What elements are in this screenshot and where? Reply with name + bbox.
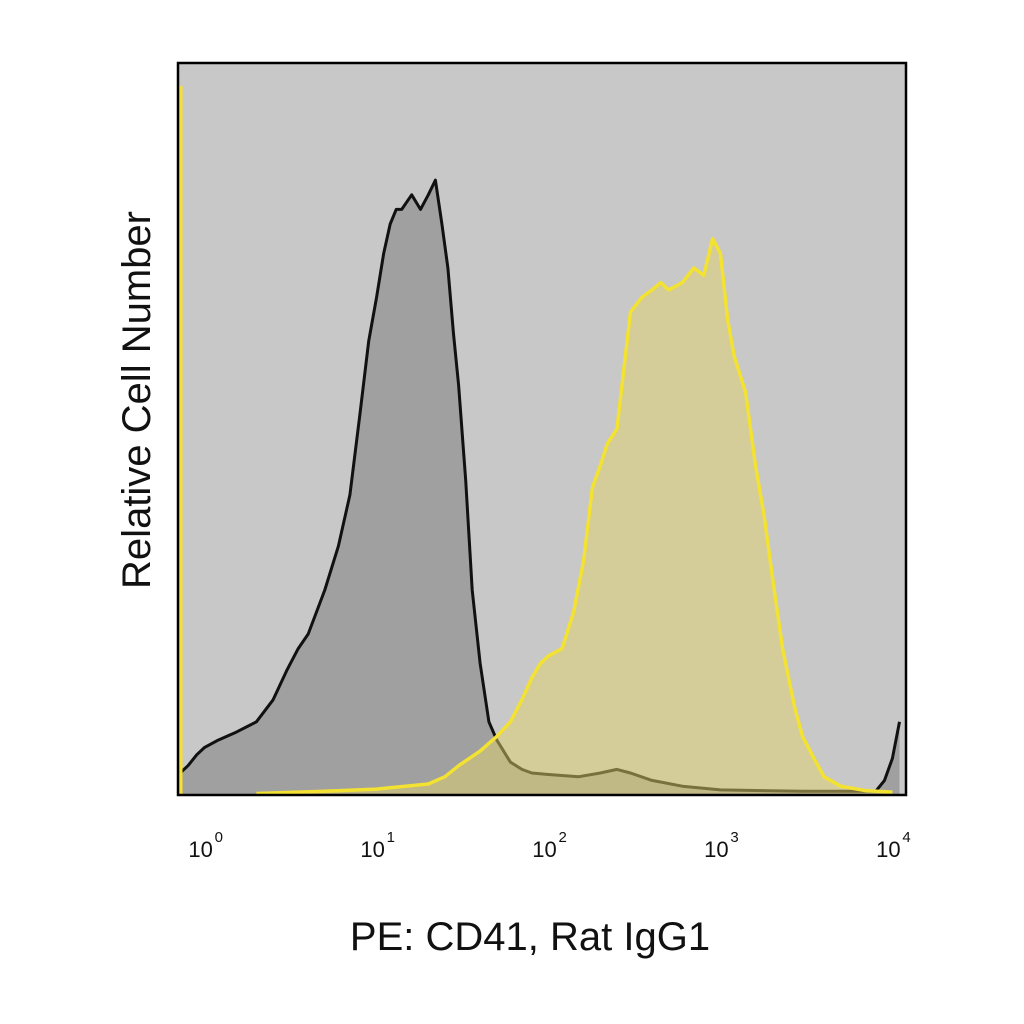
x-tick-label: 10 0	[188, 829, 223, 862]
x-tick-exponent: 2	[559, 829, 567, 846]
series-2-line	[256, 236, 893, 796]
y-axis-title: Relative Cell Number	[115, 211, 159, 589]
x-tick-label: 10 1	[360, 829, 395, 862]
x-tick-base: 10	[532, 837, 556, 862]
x-tick-label: 10 3	[704, 829, 739, 862]
x-tick-exponent: 0	[215, 829, 223, 846]
x-tick-base: 10	[360, 837, 384, 862]
x-tick-base: 10	[876, 837, 900, 862]
series-1-area	[180, 180, 900, 796]
x-tick-labels: 10 0 10 1 10 2 10 3 10 4	[188, 829, 910, 862]
x-tick-base: 10	[188, 837, 212, 862]
series-layer	[179, 178, 901, 796]
x-tick-label: 10 4	[876, 829, 911, 862]
x-tick-exponent: 4	[902, 829, 910, 846]
series-2-area	[256, 238, 893, 795]
x-axis-title: PE: CD41, Rat IgG1	[350, 915, 710, 959]
x-tick-exponent: 1	[387, 829, 395, 846]
x-tick-base: 10	[704, 837, 728, 862]
x-tick-label: 10 2	[532, 829, 567, 862]
plot-frame	[176, 61, 908, 797]
x-tick-exponent: 3	[730, 829, 738, 846]
